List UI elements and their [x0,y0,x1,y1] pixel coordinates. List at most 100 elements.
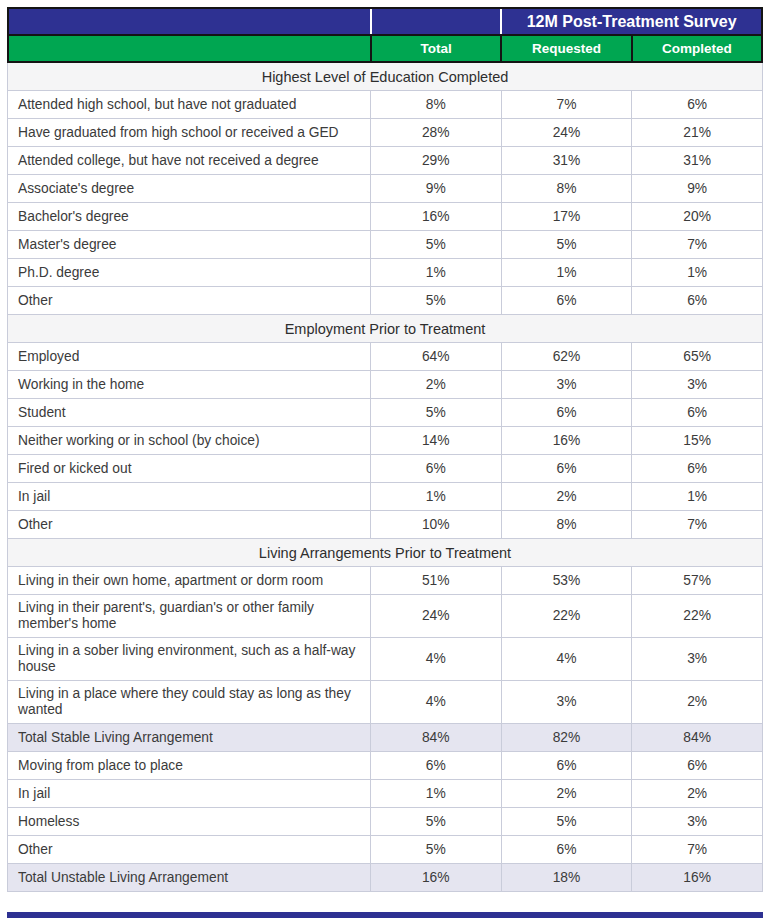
row-value-requested: 53% [501,567,632,594]
table-row: Attended college, but have not received … [8,147,762,175]
row-label: Student [8,399,370,426]
row-value-requested: 6% [501,287,632,314]
row-label: Ph.D. degree [8,259,370,286]
row-value-total: 6% [370,752,501,779]
row-value-requested: 4% [501,638,632,680]
row-label: Homeless [8,808,370,835]
row-label: Have graduated from high school or recei… [8,119,370,146]
row-value-requested: 6% [501,399,632,426]
row-value-completed: 84% [631,724,762,751]
row-label: Attended high school, but have not gradu… [8,91,370,118]
row-value-completed: 21% [631,119,762,146]
row-value-requested: 5% [501,808,632,835]
table-title: 12M Post-Treatment Survey [500,9,761,34]
section-header: Employment Prior to Treatment [8,315,762,343]
table-row: Moving from place to place6%6%6% [8,752,762,780]
row-label: In jail [8,483,370,510]
row-label: Living in their own home, apartment or d… [8,567,370,594]
row-value-total: 5% [370,231,501,258]
row-value-completed: 16% [631,864,762,891]
next-table-title-bar-cropped [7,912,763,918]
row-value-total: 24% [370,595,501,637]
table-row: Ph.D. degree1%1%1% [8,259,762,287]
table-row: Attended high school, but have not gradu… [8,91,762,119]
table-row: In jail1%2%1% [8,483,762,511]
row-label: In jail [8,780,370,807]
row-value-requested: 3% [501,681,632,723]
row-label: Other [8,836,370,863]
table-row: Working in the home2%3%3% [8,371,762,399]
section-header: Living Arrangements Prior to Treatment [8,539,762,567]
column-header-row: Total Requested Completed [9,36,761,61]
row-value-requested: 8% [501,175,632,202]
row-label: Living in a place where they could stay … [8,681,370,723]
table-row: Living in their own home, apartment or d… [8,567,762,595]
row-value-completed: 2% [631,681,762,723]
table-row: Associate's degree9%8%9% [8,175,762,203]
row-value-total: 14% [370,427,501,454]
table-row: In jail1%2%2% [8,780,762,808]
row-value-requested: 82% [501,724,632,751]
row-value-requested: 7% [501,91,632,118]
row-value-completed: 6% [631,91,762,118]
row-value-completed: 9% [631,175,762,202]
row-value-total: 9% [370,175,501,202]
row-value-total: 5% [370,399,501,426]
row-value-total: 5% [370,287,501,314]
row-value-requested: 2% [501,483,632,510]
row-value-completed: 65% [631,343,762,370]
row-value-requested: 17% [501,203,632,230]
column-header-total: Total [370,36,500,61]
row-label: Other [8,511,370,538]
total-summary-row: Total Unstable Living Arrangement16%18%1… [8,864,762,892]
title-row-empty-total-cell [370,9,500,34]
row-value-completed: 31% [631,147,762,174]
row-label: Total Stable Living Arrangement [8,724,370,751]
row-label: Moving from place to place [8,752,370,779]
table-row: Other10%8%7% [8,511,762,539]
row-value-requested: 5% [501,231,632,258]
row-value-completed: 3% [631,371,762,398]
table-row: Other5%6%6% [8,287,762,315]
column-header-empty-cell [9,36,370,61]
row-label: Associate's degree [8,175,370,202]
row-value-completed: 20% [631,203,762,230]
row-value-requested: 31% [501,147,632,174]
row-value-requested: 1% [501,259,632,286]
table-row: Other5%6%7% [8,836,762,864]
row-label: Fired or kicked out [8,455,370,482]
row-value-total: 16% [370,864,501,891]
table-row: Living in their parent's, guardian's or … [8,595,762,638]
table-row: Bachelor's degree16%17%20% [8,203,762,231]
row-label: Attended college, but have not received … [8,147,370,174]
row-value-completed: 6% [631,752,762,779]
row-value-total: 10% [370,511,501,538]
row-value-completed: 7% [631,836,762,863]
row-label: Other [8,287,370,314]
survey-table: 12M Post-Treatment Survey Total Requeste… [7,7,763,892]
row-value-requested: 8% [501,511,632,538]
table-row: Have graduated from high school or recei… [8,119,762,147]
row-value-completed: 1% [631,483,762,510]
row-label: Working in the home [8,371,370,398]
row-value-requested: 6% [501,836,632,863]
row-value-total: 28% [370,119,501,146]
row-value-requested: 18% [501,864,632,891]
row-value-completed: 6% [631,287,762,314]
table-row: Employed64%62%65% [8,343,762,371]
total-summary-row: Total Stable Living Arrangement84%82%84% [8,724,762,752]
title-row-empty-label-cell [9,9,370,34]
row-value-requested: 62% [501,343,632,370]
row-value-completed: 15% [631,427,762,454]
row-value-requested: 3% [501,371,632,398]
table-header-block: 12M Post-Treatment Survey Total Requeste… [7,7,763,63]
row-value-total: 4% [370,681,501,723]
row-value-completed: 6% [631,455,762,482]
table-row: Student5%6%6% [8,399,762,427]
row-value-completed: 3% [631,808,762,835]
row-value-completed: 2% [631,780,762,807]
table-title-row: 12M Post-Treatment Survey [9,9,761,36]
row-label: Bachelor's degree [8,203,370,230]
row-value-completed: 6% [631,399,762,426]
row-value-total: 5% [370,836,501,863]
